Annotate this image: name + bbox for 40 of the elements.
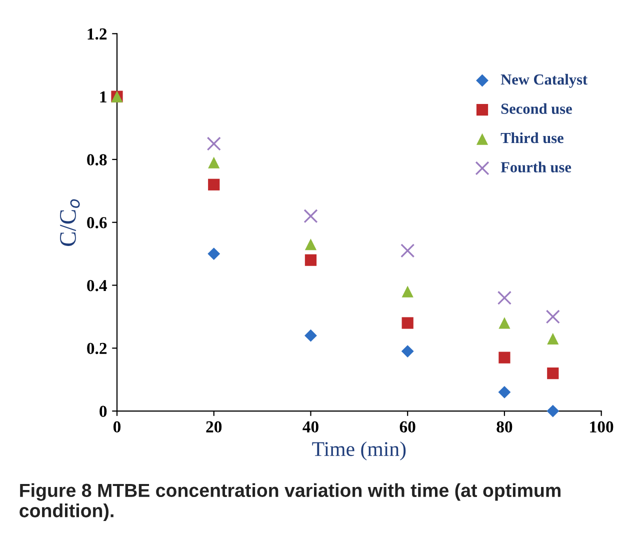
point [547,332,559,345]
y-axis-title: C/C$_{o}$ [60,199,80,246]
point [546,310,560,324]
x-tick-label: 20 [206,421,222,432]
x-tick-label: 0 [113,421,121,432]
x-tick-label: 80 [496,421,512,432]
point [304,209,318,224]
point [304,329,317,342]
y-tick-label: 0 [100,406,107,417]
legend-label: Third use [500,132,564,144]
point [498,386,511,398]
y-tick-label: 0.6 [87,217,107,228]
point [208,156,220,168]
x-tick-label: 40 [302,421,318,432]
point [498,317,510,329]
point [402,286,414,298]
point [304,238,317,250]
point [206,136,221,151]
point [497,290,512,305]
point [498,352,510,364]
y-tick-label: 0.4 [87,280,107,292]
y-tick-label: 0.2 [87,342,107,354]
y-tick-label: 1 [100,91,106,102]
x-axis-title: Time (min) [312,441,406,460]
point [546,404,560,418]
x-tick-label: 60 [400,421,416,432]
legend-label: Fourth use [500,162,572,172]
point [547,368,559,380]
point [402,317,414,329]
point [208,178,220,190]
x-tick-label: 100 [590,421,614,432]
y-tick-label: 0.8 [87,154,107,166]
caption: Figure 8 MTBE concentration variation with time (at optimum condition). [20,483,560,522]
point [304,254,317,266]
legend-label: New Catalyst [500,74,588,88]
point [400,244,415,258]
y-tick-label: 1.2 [88,28,107,40]
point [208,248,220,260]
point [401,345,414,358]
legend-label: Second use [501,103,572,114]
